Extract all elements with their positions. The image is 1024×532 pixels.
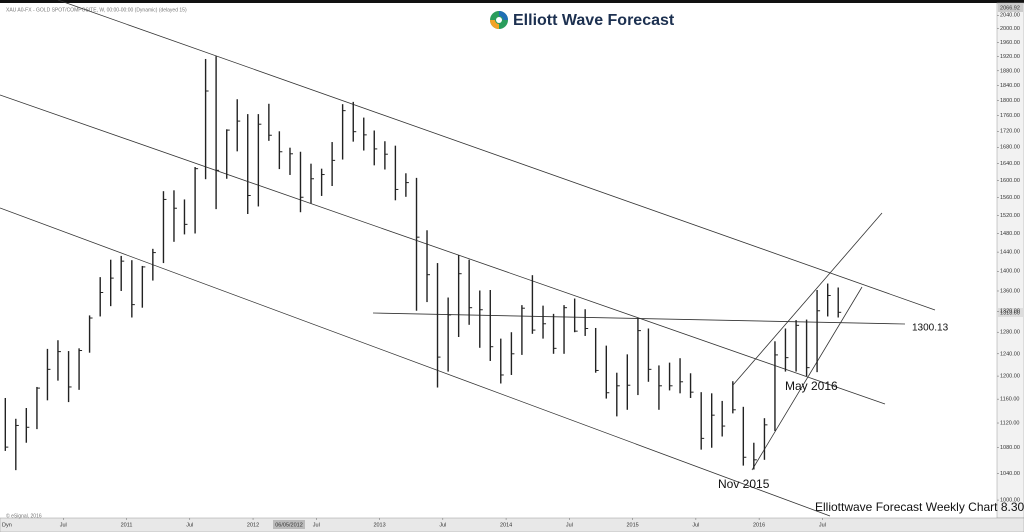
symbol-info: XAU A0-FX - GOLD SPOT/COMPOSITE, W, 00:0… [6, 7, 187, 13]
x-tick-label: 2015 [626, 522, 638, 528]
price-label: 2066.92 [1000, 5, 1020, 11]
price-box [998, 3, 1023, 12]
y-tick-label: 1600.00 [1000, 178, 1020, 184]
annotation: May 2016 [785, 379, 838, 393]
y-tick-label: 1560.00 [1000, 195, 1020, 201]
y-tick-label: 1800.00 [1000, 98, 1020, 104]
y-tick-label: 1720.00 [1000, 129, 1020, 135]
x-tick-label: Jul [819, 522, 826, 528]
copyright: © eSignal, 2016 [6, 512, 42, 519]
channel-line [0, 94, 886, 405]
x-tick-label: Jul [692, 522, 699, 528]
y-tick-label: 1080.00 [1000, 445, 1020, 451]
chart-footer: Elliottwave Forecast Weekly Chart 8.30.2… [815, 500, 1024, 514]
y-tick-label: 1680.00 [1000, 145, 1020, 151]
x-axis-panel [0, 517, 1024, 532]
brand-title: Elliott Wave Forecast [513, 12, 675, 29]
x-tick-label: 2011 [121, 522, 133, 528]
y-tick-label: 1200.00 [1000, 374, 1020, 380]
y-tick-label: 1480.00 [1000, 231, 1020, 237]
logo [490, 11, 508, 29]
y-tick-label: 1040.00 [1000, 471, 1020, 477]
x-tick-label: 2012 [247, 522, 259, 528]
y-tick-label: 1840.00 [1000, 83, 1020, 89]
y-tick-label: 1320.00 [1000, 309, 1020, 315]
y-tick-label: 1440.00 [1000, 250, 1020, 256]
y-tick-label: 2040.00 [1000, 13, 1020, 19]
channel-line [0, 207, 831, 517]
y-tick-label: 1400.00 [1000, 269, 1020, 275]
price-label: 1318.60 [1000, 310, 1020, 316]
y-tick-label: 1160.00 [1000, 397, 1019, 403]
x-tick-label: Jul [566, 522, 573, 528]
y-tick-label: 1520.00 [1000, 213, 1020, 219]
level-annotation: 1300.13 [912, 323, 949, 334]
y-tick-label: 1360.00 [1000, 288, 1020, 294]
y-tick-label: 1120.00 [1000, 420, 1019, 426]
y-tick-label: 1760.00 [1000, 113, 1020, 119]
x-tick-label: 2014 [500, 522, 512, 528]
y-tick-label: 1240.00 [1000, 351, 1020, 357]
rising-line [732, 212, 883, 386]
x-tick-label: Jul [439, 522, 446, 528]
price-box [998, 308, 1023, 317]
x-tick-label: Jul [313, 522, 320, 528]
corner-label: Dyn [2, 522, 12, 528]
y-tick-label: 2000.00 [1000, 26, 1020, 32]
x-tick-label: Jul [60, 522, 67, 528]
y-axis-panel [996, 2, 1024, 519]
x-tick-label: Jul [186, 522, 193, 528]
channel-line [57, 0, 936, 311]
x-tick-label: 2013 [373, 522, 385, 528]
y-tick-label: 1280.00 [1000, 330, 1020, 336]
cursor-box [273, 520, 305, 529]
y-tick-label: 1960.00 [1000, 40, 1020, 46]
cursor-label: 06/05/2012 [275, 522, 303, 528]
y-tick-label: 1000.00 [1000, 498, 1020, 504]
y-tick-label: 1640.00 [1000, 161, 1020, 167]
annotation: Nov 2015 [718, 477, 770, 491]
y-tick-label: 1920.00 [1000, 54, 1020, 60]
top-border [0, 0, 1024, 3]
rising-line [751, 286, 863, 471]
level-line [372, 312, 906, 325]
y-tick-label: 1880.00 [1000, 68, 1020, 74]
x-tick-label: 2016 [753, 522, 765, 528]
